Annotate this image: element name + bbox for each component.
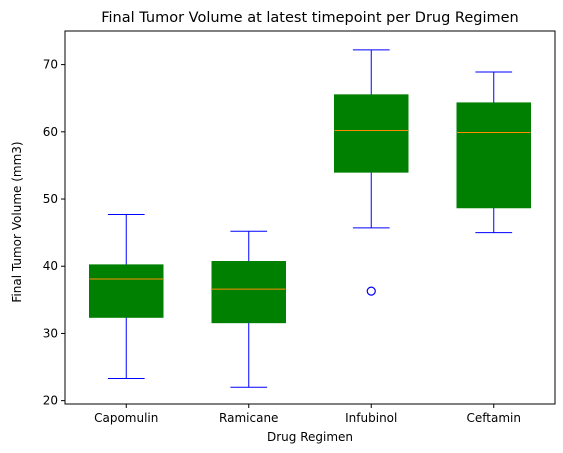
box-capomulin [89,213,164,379]
plot-frame [64,30,556,405]
box-body [89,264,164,318]
x-tick-label: Ramicane [219,411,278,425]
box-ceftamin [456,71,531,234]
x-tick-label: Infubinol [345,411,397,425]
y-tick-label: 40 [43,259,58,273]
y-tick-label: 20 [43,394,58,408]
x-tick-label: Capomulin [94,411,158,425]
box-body [334,94,409,173]
y-tick-label: 50 [43,192,58,206]
y-axis-label: Final Tumor Volume (mm3) [10,141,24,302]
box-body [211,261,286,324]
y-axis: 20 30 40 50 60 70 [43,58,65,408]
box-ramicane [211,230,286,388]
x-axis-label: Drug Regimen [267,430,353,444]
box-infubinol [334,49,409,296]
y-tick-label: 70 [43,58,58,72]
plot-area [64,30,556,405]
y-tick-label: 30 [43,326,58,340]
y-tick-label: 60 [43,125,58,139]
x-axis: Capomulin Ramicane Infubinol Ceftamin [94,404,521,425]
box-body [456,102,531,209]
flier-point [366,286,376,296]
chart-title: Final Tumor Volume at latest timepoint p… [101,10,519,26]
x-tick-label: Ceftamin [467,411,521,425]
